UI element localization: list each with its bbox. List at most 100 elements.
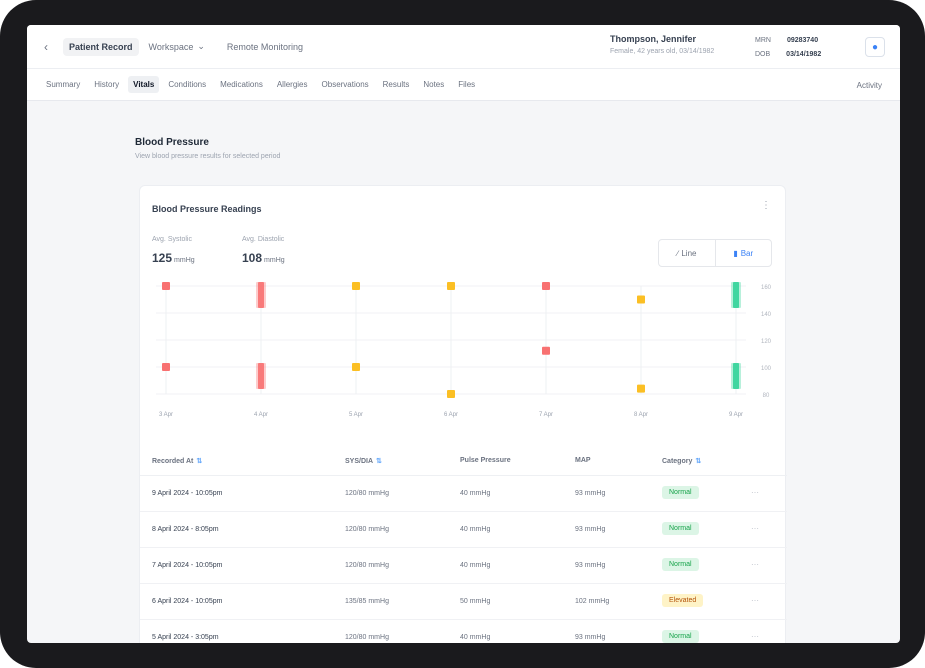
data-point	[352, 282, 360, 290]
workspace-label: Workspace	[148, 41, 194, 52]
table-row[interactable]: 8 April 2024 - 8:05pm 120/80 mmHg 40 mmHg 9…	[140, 512, 787, 548]
tab-bar: Summary History Vitals Conditions Medica…	[27, 69, 900, 101]
more-horizontal-icon[interactable]: ⋯	[751, 488, 759, 497]
stat-value: 108	[242, 251, 263, 265]
th-sysdia[interactable]: SYS/DIA ⇅	[345, 458, 382, 465]
tab-conditions[interactable]: Conditions	[168, 80, 207, 89]
stat-value: 125	[152, 251, 173, 265]
line-chart-icon: ∕	[677, 248, 679, 258]
bp-chart: 160 140 120 100 80 3 Apr 4 Apr 5 Apr 6 Apr 7 Apr 8…	[156, 282, 772, 418]
category-badge: Normal	[662, 630, 699, 643]
category-badge: Elevated	[662, 594, 704, 607]
card-title: Blood Pressure Readings	[152, 204, 262, 214]
cell-recorded-at: 8 April 2024 - 8:05pm	[152, 526, 219, 533]
th-recorded-at[interactable]: Recorded At ⇅	[152, 458, 203, 465]
patient-name: Thompson, Jennifer	[610, 34, 697, 44]
more-horizontal-icon[interactable]: ⋯	[751, 596, 759, 605]
tab-notes[interactable]: Notes	[423, 80, 445, 89]
data-point	[162, 363, 170, 371]
patient-ids: MRN 09283740 DOB 03/14/1982	[755, 34, 821, 62]
x-tick-label: 7 Apr	[539, 412, 553, 418]
table-header: Recorded At ⇅ SYS/DIA ⇅ Pulse Pressure MAP…	[140, 448, 787, 476]
highlight-bar	[733, 363, 739, 389]
th-category[interactable]: Category ⇅	[662, 458, 702, 465]
cell-recorded-at: 5 April 2024 - 3:05pm	[152, 634, 219, 641]
more-horizontal-icon[interactable]: ⋯	[751, 524, 759, 533]
x-tick-label: 5 Apr	[349, 412, 363, 418]
table-row[interactable]: 5 April 2024 - 3:05pm 120/80 mmHg 40 mmHg 9…	[140, 620, 787, 643]
category-badge: Normal	[662, 486, 699, 499]
tab-vitals[interactable]: Vitals	[128, 76, 160, 93]
tab-summary[interactable]: Summary	[46, 80, 81, 89]
chevron-down-icon: ⌄	[197, 41, 205, 51]
cell-recorded-at: 9 April 2024 - 10:05pm	[152, 490, 223, 497]
more-horizontal-icon[interactable]: ⋯	[751, 560, 759, 569]
chart-type-toggle: ∕ Line ▮ Bar	[658, 239, 772, 267]
cell-sysdia: 135/85 mmHg	[345, 598, 389, 605]
cell-map: 93 mmHg	[575, 490, 606, 497]
tab-results[interactable]: Results	[382, 80, 410, 89]
table-row[interactable]: 9 April 2024 - 10:05pm 120/80 mmHg 40 mmHg…	[140, 476, 787, 512]
highlight-bar	[258, 282, 264, 308]
toggle-bar[interactable]: ▮ Bar	[714, 240, 772, 266]
more-vertical-icon[interactable]: ⋮	[761, 200, 771, 211]
x-tick-label: 3 Apr	[159, 412, 173, 418]
id1-label: MRN	[755, 37, 771, 44]
cell-pulse-pressure: 40 mmHg	[460, 562, 491, 569]
highlight-bar	[258, 363, 264, 389]
section-title: Blood Pressure	[135, 137, 209, 148]
chevron-left-icon: ‹	[44, 39, 48, 54]
user-button[interactable]: ●	[865, 37, 885, 57]
cell-pulse-pressure: 40 mmHg	[460, 526, 491, 533]
table-row[interactable]: 6 April 2024 - 10:05pm 135/85 mmHg 50 mmHg…	[140, 584, 787, 620]
x-tick-label: 8 Apr	[634, 412, 648, 418]
cell-pulse-pressure: 50 mmHg	[460, 598, 491, 605]
cell-pulse-pressure: 40 mmHg	[460, 490, 491, 497]
tab-files[interactable]: Files	[458, 80, 476, 89]
more-horizontal-icon[interactable]: ⋯	[751, 632, 759, 641]
sort-icon: ⇅	[376, 458, 382, 465]
data-point	[637, 384, 645, 393]
cell-recorded-at: 6 April 2024 - 10:05pm	[152, 598, 223, 605]
data-point	[637, 295, 645, 304]
tab-observations[interactable]: Observations	[321, 80, 369, 89]
tab-medications[interactable]: Medications	[220, 80, 263, 89]
data-point	[352, 363, 360, 371]
x-tick-label: 4 Apr	[254, 412, 268, 418]
toggle-bar-label: Bar	[740, 248, 754, 258]
cell-map: 102 mmHg	[575, 598, 610, 605]
bar-chart-icon: ▮	[733, 248, 738, 258]
table-row[interactable]: 7 April 2024 - 10:05pm 120/80 mmHg 40 mmHg…	[140, 548, 787, 584]
toggle-line[interactable]: ∕ Line	[659, 240, 715, 266]
cell-sysdia: 120/80 mmHg	[345, 562, 389, 569]
tab-allergies[interactable]: Allergies	[276, 80, 308, 89]
category-badge: Normal	[662, 522, 699, 535]
bp-card: Blood Pressure Readings ⋮ Avg. Systolic …	[139, 185, 787, 643]
cell-sysdia: 120/80 mmHg	[345, 634, 389, 641]
data-point	[162, 282, 170, 290]
cell-recorded-at: 7 April 2024 - 10:05pm	[152, 562, 223, 569]
sort-icon: ⇅	[196, 458, 203, 465]
y-tick-label: 100	[761, 366, 772, 372]
patient-info: Thompson, Jennifer Female, 42 years old,…	[610, 34, 714, 55]
stat-diastolic: Avg. Diastolic 108 mmHg	[242, 236, 285, 265]
x-tick-label: 9 Apr	[729, 412, 743, 418]
cell-sysdia: 120/80 mmHg	[345, 526, 389, 533]
activity-link[interactable]: Activity	[856, 81, 882, 90]
toggle-line-label: Line	[681, 248, 697, 258]
stat-label: Avg. Diastolic	[242, 236, 285, 243]
th-pulse-pressure[interactable]: Pulse Pressure	[460, 457, 511, 464]
data-point	[447, 282, 455, 290]
y-tick-label: 140	[761, 312, 772, 318]
tab-history[interactable]: History	[94, 80, 120, 89]
back-button[interactable]: ‹	[35, 36, 57, 58]
cell-pulse-pressure: 40 mmHg	[460, 634, 491, 641]
th-map[interactable]: MAP	[575, 457, 591, 464]
id1-value: 09283740	[786, 37, 819, 44]
section-subtitle: View blood pressure results for selected…	[135, 153, 281, 160]
patient-record-chip[interactable]: Patient Record	[63, 37, 139, 56]
remote-monitoring-link[interactable]: Remote Monitoring	[226, 41, 303, 52]
y-tick-label: 120	[761, 339, 772, 345]
highlight-bar	[733, 282, 739, 308]
workspace-dropdown[interactable]: Workspace ⌄	[149, 41, 205, 52]
